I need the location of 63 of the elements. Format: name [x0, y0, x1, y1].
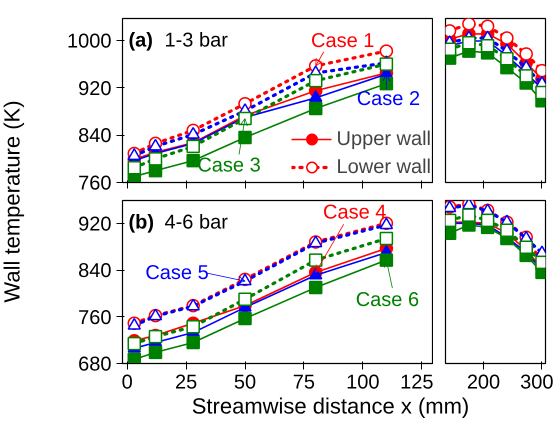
y-tick-label: 840	[78, 260, 112, 282]
point	[128, 336, 142, 350]
point	[186, 126, 200, 139]
y-tick-label: 760	[78, 306, 112, 329]
point	[128, 352, 142, 364]
point	[480, 38, 494, 52]
x-tick-label: 125	[400, 372, 434, 394]
point	[519, 240, 533, 254]
x-tick-label: 75	[292, 372, 316, 394]
point	[186, 336, 200, 350]
x-tick-label: 200	[466, 372, 500, 394]
y-tick-label: 920	[78, 213, 112, 236]
point	[238, 112, 252, 126]
annotation: Case 1	[311, 30, 374, 52]
x-tick-label: 50	[234, 372, 256, 394]
text: (b) 4-6 bar	[128, 212, 228, 234]
point	[500, 52, 514, 66]
y-tick-label: 840	[78, 125, 112, 148]
point	[519, 47, 533, 61]
point	[462, 36, 476, 50]
x-tick-label: 0	[122, 372, 133, 394]
annotation: Case 2	[356, 88, 420, 110]
point	[462, 208, 476, 222]
annotation: Case 3	[197, 154, 261, 177]
annotation: Case 4	[323, 201, 386, 224]
x-tick-label: 300	[520, 372, 553, 394]
point	[480, 19, 494, 33]
annotation: Case 5	[145, 262, 209, 284]
point	[480, 214, 494, 228]
point	[308, 74, 322, 88]
point	[500, 224, 514, 238]
point	[148, 152, 162, 166]
point	[500, 31, 514, 45]
point	[308, 280, 322, 294]
point	[186, 154, 200, 168]
point	[380, 253, 394, 267]
point	[462, 18, 476, 31]
point	[148, 346, 162, 360]
point	[238, 312, 252, 326]
x-tick-label: 25	[174, 372, 198, 394]
y-tick-label: 760	[78, 172, 112, 194]
point	[238, 130, 252, 144]
point	[380, 232, 394, 246]
x-tick-label: 100	[346, 372, 380, 394]
point	[186, 140, 200, 154]
annotation: Case 6	[356, 289, 420, 312]
x-axis-title: Streamwise distance x (mm)	[192, 394, 470, 418]
point	[148, 164, 162, 178]
point	[308, 102, 322, 116]
y-axis-title: Wall temperature (K)	[0, 100, 24, 303]
y-tick-label: 1000	[67, 30, 112, 52]
point	[128, 160, 142, 174]
text: (a) 1-3 bar	[128, 30, 228, 52]
point	[380, 57, 394, 71]
y-tick-label: 680	[78, 354, 112, 376]
legend-label: Upper wall	[336, 128, 431, 150]
y-tick-label: 920	[78, 78, 112, 100]
point	[308, 90, 322, 102]
point	[519, 69, 533, 83]
point	[186, 320, 200, 334]
legend-label: Lower wall	[336, 156, 431, 178]
point	[238, 292, 252, 306]
point	[380, 44, 394, 58]
